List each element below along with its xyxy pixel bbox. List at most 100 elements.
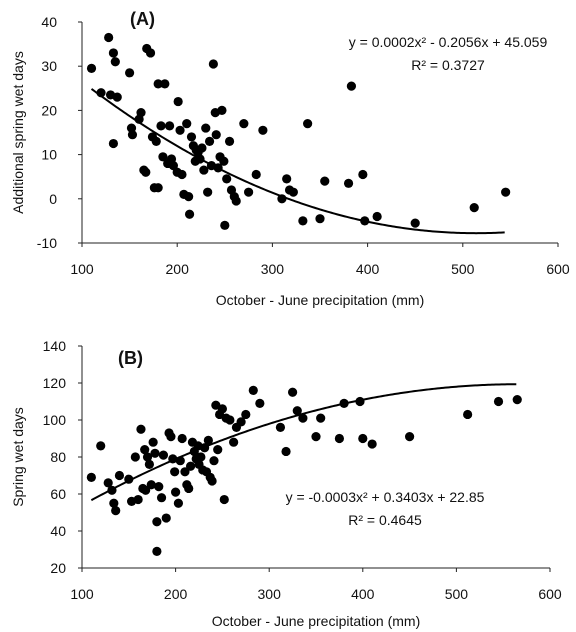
- panel-a-data-point: [153, 183, 163, 193]
- panel-b-data-point: [171, 487, 181, 497]
- panel-a-data-point: [145, 48, 156, 58]
- panel-b-data-point: [298, 413, 308, 423]
- panel-a-data-point: [372, 211, 382, 222]
- panel-b-data-point: [316, 413, 326, 423]
- panel-b-data-point: [209, 456, 219, 466]
- panel-a-y-tick-label: 40: [41, 14, 57, 30]
- panel-b-data-point: [292, 406, 302, 416]
- panel-b-data-point: [170, 467, 180, 477]
- panel-a-trendline: [90, 88, 505, 235]
- panel-b-data-point: [213, 445, 223, 455]
- panel-a-y-tick-label: -10: [37, 235, 57, 251]
- panel-b-trendline-equation: y = -0.0003x² + 0.3403x + 22.85: [286, 489, 485, 505]
- panel-b-data-point: [86, 472, 96, 482]
- panel-b-data-point: [111, 506, 121, 516]
- panel-a-trendline-equation: y = 0.0002x² - 0.2056x + 45.059: [349, 34, 548, 50]
- panel-b-data-point: [103, 478, 113, 488]
- panel-b-y-tick-label: 20: [50, 560, 66, 576]
- panel-b-data-point: [146, 480, 156, 490]
- panel-a-data-point: [303, 119, 313, 129]
- panel-a-data-point: [173, 96, 183, 107]
- panel-a-data-point: [410, 218, 420, 228]
- panel-a-data-point: [184, 191, 194, 202]
- panel-b-data-point: [133, 494, 143, 505]
- panel-a-data-point: [136, 108, 146, 118]
- panel-b-data-point: [141, 485, 151, 495]
- panel-a-data-point: [125, 68, 135, 78]
- panel-a-x-tick-label: 600: [546, 261, 570, 277]
- panel-a-data-point: [501, 187, 511, 197]
- panel-b-data-point: [114, 470, 125, 481]
- panel-b-data-point: [229, 437, 239, 447]
- panel-b-data-point: [96, 441, 106, 451]
- panel-b-data-point: [150, 448, 160, 458]
- panel-a-y-tick-label: 30: [41, 58, 57, 74]
- panel-a-data-point: [175, 125, 185, 135]
- panel-a-data-point: [208, 59, 218, 69]
- panel-a-x-tick-label: 500: [451, 261, 475, 277]
- panel-b-data-point: [219, 494, 229, 505]
- panel-b-data-point: [152, 517, 162, 527]
- panel-a-data-point: [358, 169, 368, 180]
- panel-b-data-point: [463, 409, 473, 420]
- panel-a-data-point: [110, 57, 120, 67]
- panel-a-data-point: [184, 209, 195, 219]
- panel-b-y-tick-label: 140: [43, 338, 67, 354]
- panel-a-data-point: [108, 48, 119, 58]
- panel-b-x-axis-title: October - June precipitation (mm): [212, 613, 421, 629]
- panel-a-data-point: [298, 216, 308, 226]
- panel-b-y-tick-label: 100: [43, 412, 67, 428]
- panel-a-data-point: [127, 130, 138, 140]
- panel-b-data-point: [154, 482, 164, 492]
- panel-a-data-point: [204, 136, 215, 146]
- panel-b-y-tick-label: 60: [50, 486, 66, 502]
- panel-a-data-point: [217, 105, 227, 115]
- panel-a-data-point: [469, 203, 479, 213]
- panel-a-data-point: [282, 174, 292, 184]
- panel-a-data-point: [177, 169, 187, 180]
- panel-b-data-point: [158, 450, 169, 460]
- panel-b-data-point: [142, 452, 153, 462]
- panel-b-data-point: [161, 513, 171, 523]
- panel-a-data-point: [151, 136, 161, 146]
- panel-b-data-point: [281, 446, 291, 457]
- panel-a-x-tick-label: 300: [261, 261, 285, 277]
- panel-a-data-point: [158, 152, 168, 162]
- panel-b-data-point: [140, 445, 150, 455]
- panel-a-chart: 100 200 300 400 500 600 -10 0 10 20 30 40 October - …: [10, 9, 570, 308]
- panel-a-data-point: [244, 187, 254, 197]
- panel-b-x-tick-label: 400: [351, 586, 375, 602]
- panel-b-data-point: [207, 476, 217, 486]
- panel-a-data-point: [211, 130, 221, 140]
- panel-b-x-tick-label: 200: [164, 586, 188, 602]
- panel-b-trendline: [90, 383, 517, 502]
- panel-b-x-tick-label: 500: [445, 586, 469, 602]
- panel-a-data-point: [199, 165, 209, 175]
- panel-b-data-point: [152, 546, 162, 556]
- panel-a-data-point: [197, 143, 207, 153]
- panel-b-data-point: [275, 422, 286, 432]
- panel-a-data-point: [203, 187, 213, 197]
- panel-b-data-point: [185, 461, 196, 471]
- panel-a-data-point: [186, 132, 197, 142]
- panel-b-y-axis-title: Spring wet days: [10, 407, 26, 507]
- panel-a-data-point: [201, 123, 211, 133]
- panel-a-label: (A): [130, 9, 155, 29]
- panel-b-data-point: [148, 437, 158, 447]
- panel-b-data-point: [156, 493, 167, 503]
- panel-a-data-point: [258, 125, 268, 135]
- panel-a-y-tick-label: 20: [41, 102, 57, 118]
- panel-a-x-tick-label: 200: [166, 261, 190, 277]
- panel-b-data-point: [405, 432, 415, 442]
- panel-b-data-point: [144, 459, 154, 469]
- panel-a-data-point: [219, 156, 229, 166]
- panel-a-data-point: [220, 220, 230, 230]
- panel-b-data-point: [180, 467, 190, 477]
- panel-a-data-point: [112, 92, 122, 102]
- panel-b-data-point: [493, 396, 504, 407]
- panel-a-data-point: [182, 119, 192, 129]
- panel-b-label: (B): [118, 348, 143, 368]
- panel-b-data-point: [217, 404, 227, 414]
- panel-b-data-point: [177, 433, 187, 444]
